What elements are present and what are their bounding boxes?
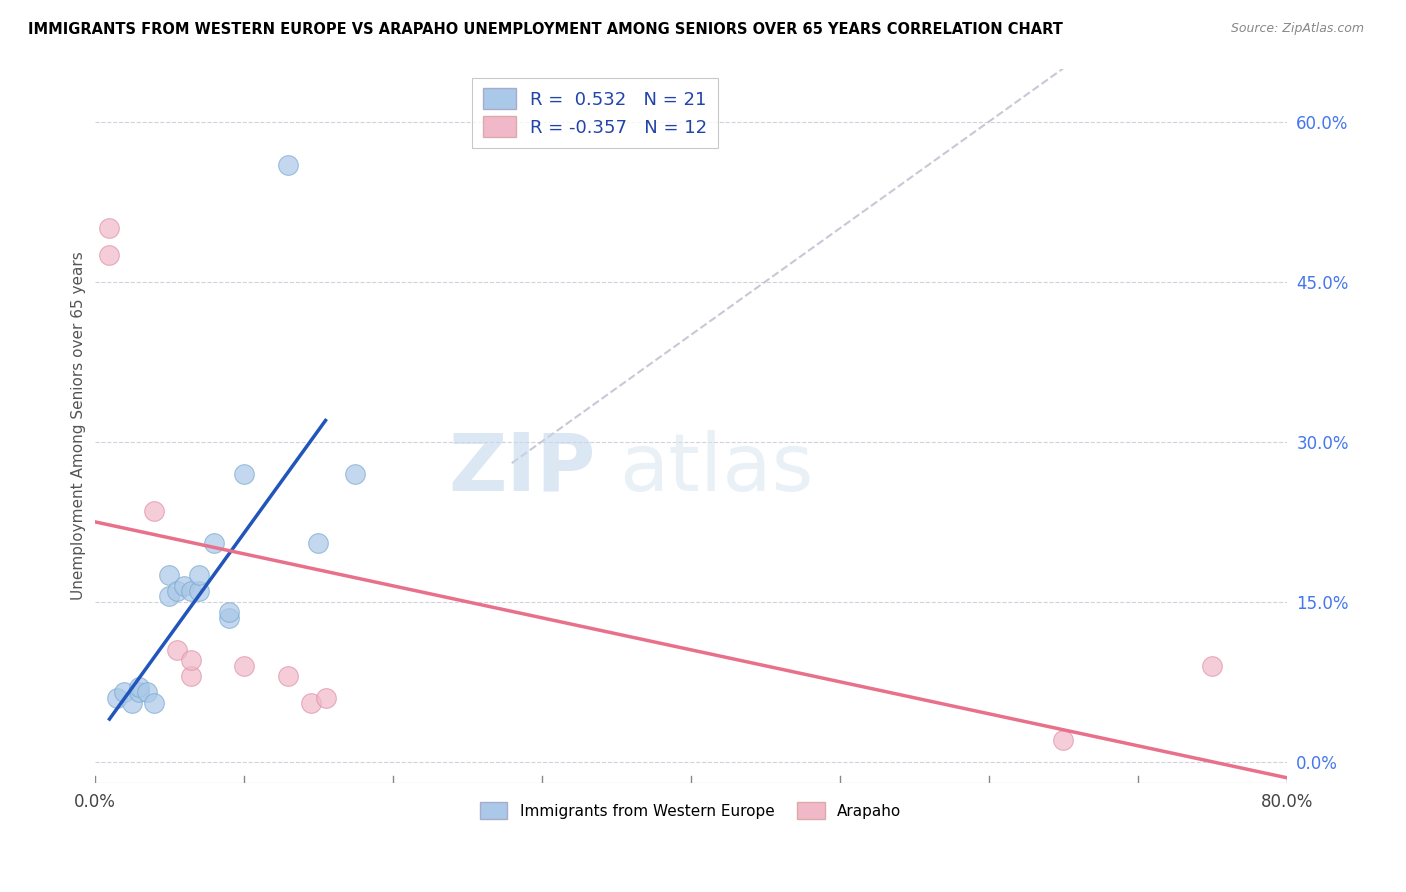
- Point: [218, 611, 240, 625]
- Point: [202, 536, 225, 550]
- Point: [299, 696, 322, 710]
- Text: ZIP: ZIP: [449, 430, 595, 508]
- Point: [307, 536, 329, 550]
- Text: atlas: atlas: [619, 430, 814, 508]
- Point: [277, 157, 299, 171]
- Point: [166, 642, 188, 657]
- Point: [232, 467, 254, 481]
- Point: [157, 590, 180, 604]
- Point: [128, 685, 150, 699]
- Point: [232, 658, 254, 673]
- Point: [218, 606, 240, 620]
- Y-axis label: Unemployment Among Seniors over 65 years: Unemployment Among Seniors over 65 years: [72, 252, 86, 600]
- Point: [315, 690, 337, 705]
- Point: [344, 467, 367, 481]
- Legend: Immigrants from Western Europe, Arapaho: Immigrants from Western Europe, Arapaho: [474, 796, 907, 825]
- Point: [180, 653, 202, 667]
- Point: [157, 568, 180, 582]
- Point: [143, 696, 166, 710]
- Point: [180, 669, 202, 683]
- Point: [105, 690, 128, 705]
- Point: [1201, 658, 1223, 673]
- Point: [128, 680, 150, 694]
- Point: [187, 568, 209, 582]
- Point: [1052, 733, 1074, 747]
- Point: [180, 584, 202, 599]
- Point: [277, 669, 299, 683]
- Point: [98, 248, 121, 262]
- Point: [121, 696, 143, 710]
- Point: [98, 221, 121, 235]
- Text: IMMIGRANTS FROM WESTERN EUROPE VS ARAPAHO UNEMPLOYMENT AMONG SENIORS OVER 65 YEA: IMMIGRANTS FROM WESTERN EUROPE VS ARAPAH…: [28, 22, 1063, 37]
- Point: [112, 685, 135, 699]
- Point: [135, 685, 157, 699]
- Text: Source: ZipAtlas.com: Source: ZipAtlas.com: [1230, 22, 1364, 36]
- Point: [187, 584, 209, 599]
- Point: [166, 584, 188, 599]
- Point: [143, 504, 166, 518]
- Point: [173, 579, 195, 593]
